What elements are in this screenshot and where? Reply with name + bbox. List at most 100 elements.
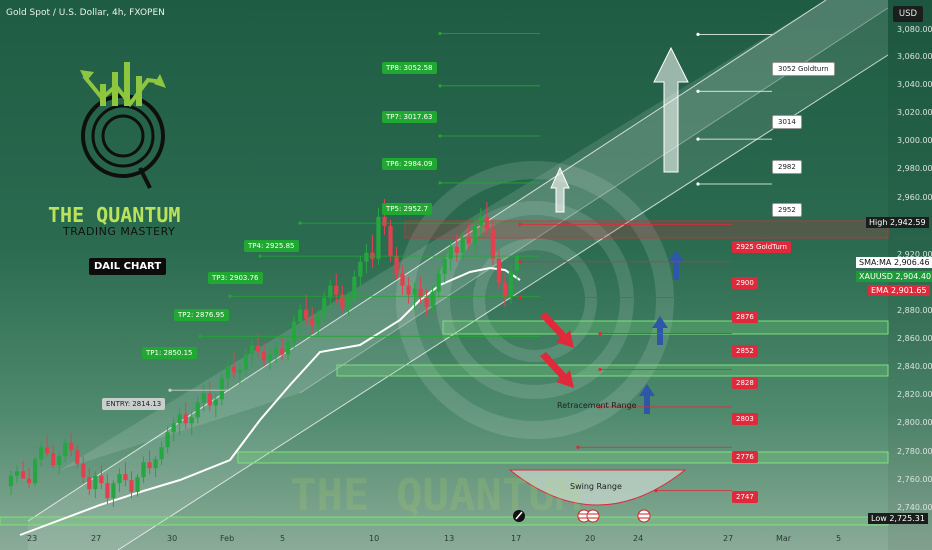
- candle-body[interactable]: [63, 442, 68, 457]
- ema-price-tag[interactable]: EMA 2,901.65: [868, 285, 930, 296]
- candle-body[interactable]: [93, 475, 98, 490]
- us-flag-icon[interactable]: [586, 509, 600, 523]
- candle-body[interactable]: [201, 393, 206, 403]
- goldturn-box[interactable]: 2776: [732, 451, 758, 463]
- candle-body[interactable]: [26, 478, 32, 484]
- currency-button[interactable]: USD: [893, 6, 923, 22]
- candle-body[interactable]: [502, 282, 508, 298]
- goldturn-box[interactable]: 2828: [732, 377, 758, 389]
- target-box[interactable]: 2952: [772, 203, 802, 217]
- candle-body[interactable]: [400, 273, 405, 286]
- candle-body[interactable]: [394, 255, 399, 274]
- candle-body[interactable]: [165, 432, 170, 448]
- support-zone-2[interactable]: [336, 364, 889, 377]
- candle-body[interactable]: [171, 423, 176, 433]
- goldturn-box[interactable]: 2803: [732, 413, 758, 425]
- target-box[interactable]: 2982: [772, 160, 802, 174]
- tp7-label[interactable]: TP7: 3017.63: [382, 111, 437, 123]
- candle-body[interactable]: [213, 399, 218, 406]
- candle-body[interactable]: [478, 216, 483, 226]
- candle-body[interactable]: [111, 483, 116, 499]
- candle-body[interactable]: [376, 216, 381, 259]
- candle-body[interactable]: [382, 216, 387, 226]
- candle-body[interactable]: [189, 417, 194, 424]
- high-price-tag[interactable]: High 2,942.59: [866, 217, 929, 228]
- candle-body[interactable]: [51, 453, 56, 466]
- goldturn-box[interactable]: 2925 GoldTurn: [732, 241, 791, 253]
- candle-body[interactable]: [105, 483, 110, 499]
- candle-body[interactable]: [442, 258, 447, 274]
- candle-body[interactable]: [508, 270, 514, 298]
- candle-body[interactable]: [57, 456, 62, 466]
- candle-body[interactable]: [45, 447, 50, 454]
- high-resistance-zone[interactable]: [404, 220, 889, 239]
- tp2-label[interactable]: TP2: 2876.95: [174, 309, 229, 321]
- candle-body[interactable]: [219, 378, 224, 400]
- candle-body[interactable]: [279, 348, 285, 355]
- candle-body[interactable]: [129, 480, 134, 493]
- candle-body[interactable]: [231, 366, 236, 373]
- support-zone-3[interactable]: [237, 451, 889, 464]
- candle-body[interactable]: [8, 475, 14, 487]
- candle-body[interactable]: [273, 348, 279, 355]
- candle-body[interactable]: [460, 237, 465, 253]
- symbol-price-tag[interactable]: XAUUSD 2,904.40: [856, 271, 932, 282]
- candle-body[interactable]: [14, 471, 20, 476]
- candle-body[interactable]: [304, 309, 309, 319]
- candle-body[interactable]: [87, 477, 92, 490]
- candle-body[interactable]: [285, 342, 291, 355]
- candle-body[interactable]: [207, 393, 212, 406]
- tp3-label[interactable]: TP3: 2903.76: [208, 272, 263, 284]
- tp4-label[interactable]: TP4: 2925.85: [244, 240, 299, 252]
- candle-body[interactable]: [159, 447, 164, 460]
- candle-body[interactable]: [153, 459, 158, 469]
- candle-body[interactable]: [328, 285, 333, 298]
- candle-body[interactable]: [406, 285, 411, 295]
- candle-body[interactable]: [412, 288, 417, 295]
- target-box[interactable]: 3014: [772, 115, 802, 129]
- candle-body[interactable]: [358, 261, 363, 277]
- goldturn-box[interactable]: 2852: [732, 345, 758, 357]
- candle-body[interactable]: [472, 225, 477, 244]
- candle-body[interactable]: [340, 294, 345, 307]
- candle-body[interactable]: [141, 462, 146, 478]
- candle-body[interactable]: [496, 258, 502, 283]
- candle-body[interactable]: [352, 276, 357, 298]
- goldturn-box[interactable]: 2747: [732, 491, 758, 503]
- tp6-label[interactable]: TP6: 2984.09: [382, 158, 437, 170]
- goldturn-box[interactable]: 2900: [732, 277, 758, 289]
- candle-body[interactable]: [316, 315, 321, 325]
- candle-body[interactable]: [310, 318, 315, 325]
- tp1-label[interactable]: TP1: 2850.15: [142, 347, 197, 359]
- tp8-label[interactable]: TP8: 3052.58: [382, 62, 437, 74]
- channel-lower-line[interactable]: [117, 54, 889, 550]
- candle-body[interactable]: [261, 351, 267, 361]
- candle-body[interactable]: [20, 471, 26, 479]
- candle-body[interactable]: [430, 291, 435, 307]
- candle-body[interactable]: [183, 414, 188, 424]
- candle-body[interactable]: [292, 321, 297, 343]
- candle-body[interactable]: [454, 246, 459, 253]
- candle-body[interactable]: [135, 477, 140, 493]
- low-price-tag[interactable]: Low 2,725.31: [868, 513, 928, 524]
- candle-body[interactable]: [418, 288, 423, 298]
- target-box[interactable]: 3052 Goldturn: [772, 62, 835, 76]
- candle-body[interactable]: [364, 252, 369, 262]
- candle-body[interactable]: [32, 459, 38, 484]
- candle-body[interactable]: [466, 237, 471, 244]
- flag-icon[interactable]: [513, 510, 525, 522]
- candle-body[interactable]: [448, 246, 453, 259]
- goldturn-box[interactable]: 2876: [732, 311, 758, 323]
- candle-body[interactable]: [123, 474, 128, 481]
- candle-body[interactable]: [69, 442, 74, 451]
- candle-body[interactable]: [267, 354, 273, 361]
- candle-body[interactable]: [298, 309, 303, 322]
- candle-body[interactable]: [322, 297, 327, 316]
- candle-body[interactable]: [99, 475, 104, 484]
- candle-body[interactable]: [424, 297, 429, 307]
- candle-body[interactable]: [243, 354, 249, 370]
- candle-body[interactable]: [388, 225, 393, 256]
- sma-price-tag[interactable]: SMA:MA 2,906.46: [856, 257, 932, 268]
- entry-label[interactable]: ENTRY: 2814.13: [102, 398, 166, 410]
